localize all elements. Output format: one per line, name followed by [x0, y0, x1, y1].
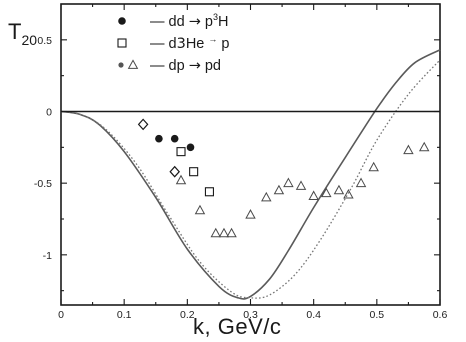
data-point-open-triangle: [355, 177, 367, 188]
legend-label-part: 3: [177, 36, 186, 52]
data-point-open-square: [189, 167, 199, 177]
y-tick-label: -0.5: [34, 178, 52, 190]
y-axis-label: T20: [8, 19, 37, 48]
legend-label-part: — dd: [150, 14, 189, 30]
legend-label: — d3He → p: [150, 34, 230, 52]
legend-label-part: p: [201, 14, 213, 30]
x-axis-label: k, GeV/c: [193, 314, 281, 339]
data-point-filled-circle: [155, 134, 163, 143]
data-point-open-triangle: [261, 191, 272, 202]
data-point-open-triangle: [210, 227, 222, 238]
legend-label-part: →: [189, 14, 201, 30]
data-point-open-triangle: [273, 184, 285, 195]
data-point-open-triangle: [226, 227, 237, 238]
model-curve-dotted: [60, 59, 441, 299]
data-point-open-triangle: [245, 209, 256, 219]
data-point-open-square: [176, 147, 186, 157]
data-point-open-triangle: [403, 144, 414, 155]
x-tick-label: 0.5: [370, 309, 385, 321]
data-point-open-triangle: [308, 190, 319, 200]
data-point-open-triangle: [368, 161, 379, 172]
x-tick-label: 0.4: [306, 309, 321, 321]
data-point-open-square: [204, 187, 214, 197]
data-markers: [137, 118, 430, 238]
legend-marker-open-triangle: [127, 59, 139, 69]
legend-label-part: He: [186, 36, 209, 52]
x-tick-label: 0.3: [243, 309, 258, 321]
legend-label-part: — d: [150, 36, 177, 52]
data-point-open-triangle: [333, 184, 345, 195]
plot-frame: [60, 3, 441, 306]
data-point-open-triangle: [343, 188, 354, 199]
legend-label-part: pd: [201, 58, 221, 74]
data-point-open-triangle: [283, 177, 294, 188]
data-point-open-triangle: [321, 187, 332, 198]
legend-label-part: 3: [213, 12, 218, 22]
data-point-filled-circle: [170, 134, 179, 143]
legend-label-part: →: [208, 34, 217, 44]
y-tick-label: 0.5: [37, 35, 52, 47]
legend-label-part: →: [189, 58, 201, 74]
data-point-filled-circle: [186, 143, 195, 152]
legend-label: — dd → p3H: [150, 12, 228, 30]
legend-marker-open-square: [117, 38, 127, 48]
axis-ticks: 0 0.1 0.2 0.3 0.4 0.5 0.6 0.5 0 -0.5 -1: [34, 4, 448, 321]
legend-label-part: p: [217, 36, 229, 52]
data-point-open-diamond: [169, 165, 181, 178]
legend-label: — dp → pd: [150, 58, 221, 74]
data-point-open-triangle: [175, 174, 187, 185]
x-tick-label: 0.2: [180, 309, 195, 321]
x-tick-label: 0.1: [117, 309, 132, 321]
data-point-open-triangle: [295, 180, 307, 190]
data-point-open-triangle: [194, 204, 206, 215]
legend-label-part: — dp: [150, 58, 189, 74]
data-point-open-triangle: [218, 227, 230, 238]
x-tick-label: 0: [58, 309, 64, 321]
legend-marker-filled-circle: [118, 17, 126, 25]
x-tick-label: 0.6: [433, 309, 448, 321]
data-point-open-diamond: [137, 118, 149, 131]
legend-marker-small-dot: [118, 62, 124, 68]
model-curves: [60, 49, 441, 300]
model-curve-solid: [60, 49, 441, 300]
data-point-open-triangle: [418, 141, 430, 152]
legend-label-part: H: [218, 14, 228, 30]
y-tick-label: -1: [43, 250, 52, 262]
legend: — dd → p3H— d3He → p— dp → pd: [117, 12, 230, 74]
y-tick-label: 0: [46, 107, 52, 119]
